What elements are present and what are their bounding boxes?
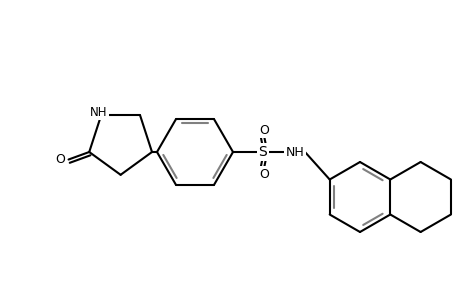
Text: NH: NH xyxy=(89,106,107,118)
Text: O: O xyxy=(258,124,269,136)
Text: S: S xyxy=(258,145,267,159)
Text: NH: NH xyxy=(285,146,304,158)
Text: O: O xyxy=(258,167,269,181)
Text: O: O xyxy=(56,153,65,166)
